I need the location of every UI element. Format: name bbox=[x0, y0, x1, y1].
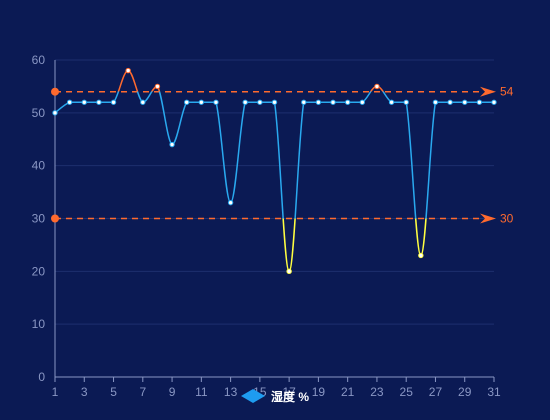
data-points bbox=[52, 67, 497, 275]
legend-label: 湿度 % bbox=[270, 389, 309, 404]
data-point bbox=[447, 99, 453, 105]
threshold-lines: 54 30 bbox=[51, 85, 514, 226]
grid-lines bbox=[55, 59, 494, 325]
x-tick-label: 3 bbox=[81, 385, 88, 399]
data-point bbox=[462, 99, 468, 105]
data-point bbox=[374, 83, 380, 90]
data-point bbox=[476, 99, 483, 105]
data-point bbox=[96, 99, 102, 105]
data-point bbox=[432, 99, 439, 105]
data-point bbox=[125, 67, 131, 74]
y-tick-label: 10 bbox=[32, 317, 46, 331]
x-tick-label: 9 bbox=[169, 385, 176, 399]
data-point bbox=[491, 99, 497, 105]
data-point bbox=[52, 110, 58, 116]
data-point bbox=[286, 268, 292, 275]
data-point bbox=[81, 99, 87, 105]
y-tick-label: 40 bbox=[32, 159, 46, 173]
data-point bbox=[154, 83, 161, 90]
x-tick-label: 13 bbox=[224, 385, 238, 399]
data-point bbox=[403, 99, 409, 105]
x-tick-label: 31 bbox=[487, 385, 501, 399]
data-point bbox=[301, 99, 307, 105]
x-tick-label: 7 bbox=[139, 385, 146, 399]
y-tick-label: 0 bbox=[38, 370, 45, 384]
x-tick-label: 23 bbox=[370, 385, 384, 399]
x-tick-label: 25 bbox=[400, 385, 414, 399]
data-point bbox=[227, 199, 234, 206]
data-point bbox=[388, 99, 395, 105]
data-point bbox=[418, 252, 424, 259]
y-tick-label: 30 bbox=[32, 212, 46, 226]
threshold-arrow-icon bbox=[480, 213, 496, 224]
legend[interactable]: 湿度 % bbox=[0, 386, 550, 406]
y-tick-label: 60 bbox=[32, 53, 46, 67]
threshold-label: 54 bbox=[500, 85, 514, 99]
data-point bbox=[184, 99, 190, 105]
y-tick-label: 50 bbox=[32, 106, 46, 120]
x-tick-label: 21 bbox=[341, 385, 355, 399]
threshold-start-dot bbox=[51, 87, 59, 96]
x-tick-label: 1 bbox=[52, 385, 59, 399]
x-tick-label: 5 bbox=[110, 385, 117, 399]
legend-diamond-icon bbox=[240, 389, 265, 403]
data-point bbox=[198, 99, 205, 105]
data-point bbox=[169, 141, 175, 148]
data-point bbox=[66, 99, 73, 105]
threshold-label: 30 bbox=[500, 212, 514, 226]
x-tick-label: 27 bbox=[429, 385, 443, 399]
data-point bbox=[110, 99, 117, 105]
data-point bbox=[257, 99, 263, 105]
data-point bbox=[330, 99, 336, 105]
x-tick-label: 11 bbox=[195, 385, 208, 399]
x-tick-label: 29 bbox=[458, 385, 472, 399]
y-tick-label: 20 bbox=[32, 264, 46, 278]
data-point bbox=[242, 99, 248, 105]
data-point bbox=[140, 99, 146, 105]
data-point bbox=[315, 99, 322, 105]
data-point bbox=[271, 99, 278, 105]
data-point bbox=[344, 99, 351, 105]
threshold-start-dot bbox=[51, 214, 59, 223]
threshold-arrow-icon bbox=[480, 86, 496, 97]
data-point bbox=[213, 99, 219, 105]
x-tick-label: 17 bbox=[282, 385, 296, 399]
x-tick-label: 19 bbox=[312, 385, 326, 399]
data-point bbox=[359, 99, 365, 105]
